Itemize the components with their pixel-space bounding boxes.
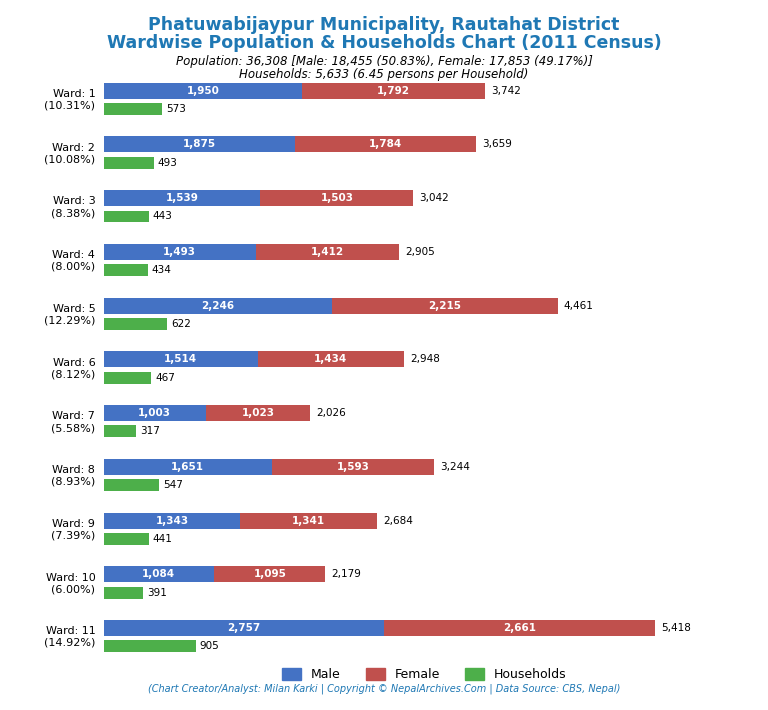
Bar (104, 586, 144, 599)
Bar (104, 351, 258, 367)
Text: 1,003: 1,003 (138, 408, 171, 418)
Bar (104, 533, 148, 545)
Bar (104, 157, 154, 168)
Bar (104, 318, 167, 330)
Text: 2,246: 2,246 (201, 300, 234, 311)
Bar (104, 567, 214, 582)
Bar (256, 244, 399, 260)
Text: 443: 443 (153, 212, 173, 222)
Text: 1,593: 1,593 (336, 462, 369, 472)
Text: 1,493: 1,493 (163, 247, 196, 257)
Text: 1,875: 1,875 (183, 139, 216, 149)
Bar (104, 372, 151, 383)
Bar (104, 103, 162, 115)
Text: 905: 905 (200, 641, 220, 651)
Bar (104, 425, 136, 437)
Text: 1,651: 1,651 (171, 462, 204, 472)
Text: 1,514: 1,514 (164, 354, 197, 364)
Text: 5,418: 5,418 (661, 623, 691, 633)
Text: 441: 441 (153, 534, 173, 544)
Text: Wardwise Population & Households Chart (2011 Census): Wardwise Population & Households Chart (… (107, 34, 661, 52)
Text: Population: 36,308 [Male: 18,455 (50.83%), Female: 17,853 (49.17%)]: Population: 36,308 [Male: 18,455 (50.83%… (176, 55, 592, 68)
Text: 2,905: 2,905 (406, 247, 435, 257)
Text: 3,742: 3,742 (491, 86, 521, 96)
Text: 1,343: 1,343 (155, 515, 189, 525)
Bar (333, 297, 558, 314)
Bar (295, 136, 476, 153)
Bar (104, 620, 384, 636)
Bar (206, 405, 310, 421)
Text: 1,084: 1,084 (142, 569, 175, 579)
Text: 2,757: 2,757 (227, 623, 260, 633)
Text: 2,026: 2,026 (316, 408, 346, 418)
Bar (104, 513, 240, 529)
Text: 1,539: 1,539 (166, 193, 198, 203)
Text: 2,179: 2,179 (332, 569, 362, 579)
Text: 493: 493 (158, 158, 178, 168)
Text: (Chart Creator/Analyst: Milan Karki | Copyright © NepalArchives.Com | Data Sourc: (Chart Creator/Analyst: Milan Karki | Co… (147, 684, 621, 694)
Legend: Male, Female, Households: Male, Female, Households (277, 663, 571, 687)
Text: 3,659: 3,659 (482, 139, 512, 149)
Bar (272, 459, 434, 475)
Text: 1,503: 1,503 (320, 193, 353, 203)
Bar (104, 264, 148, 276)
Text: 622: 622 (171, 319, 191, 329)
Text: 1,023: 1,023 (241, 408, 274, 418)
Text: Phatuwabijaypur Municipality, Rautahat District: Phatuwabijaypur Municipality, Rautahat D… (148, 16, 620, 33)
Text: 434: 434 (152, 265, 172, 275)
Bar (104, 190, 260, 206)
Text: 3,042: 3,042 (419, 193, 449, 203)
Text: 2,215: 2,215 (429, 300, 462, 311)
Text: 2,684: 2,684 (383, 515, 413, 525)
Text: 1,095: 1,095 (253, 569, 286, 579)
Text: 317: 317 (140, 427, 160, 437)
Bar (104, 479, 159, 491)
Bar (384, 620, 655, 636)
Bar (240, 513, 377, 529)
Text: 391: 391 (147, 588, 167, 598)
Bar (214, 567, 326, 582)
Bar (104, 210, 149, 222)
Bar (104, 459, 272, 475)
Text: 1,792: 1,792 (377, 86, 410, 96)
Bar (104, 640, 196, 652)
Text: 1,784: 1,784 (369, 139, 402, 149)
Bar (258, 351, 404, 367)
Text: 573: 573 (166, 104, 186, 114)
Bar (104, 405, 206, 421)
Text: 1,434: 1,434 (314, 354, 347, 364)
Text: 547: 547 (164, 480, 184, 490)
Text: 1,950: 1,950 (187, 86, 220, 96)
Text: Households: 5,633 (6.45 persons per Household): Households: 5,633 (6.45 persons per Hous… (240, 68, 528, 81)
Text: 4,461: 4,461 (564, 300, 594, 311)
Bar (302, 82, 485, 99)
Text: 2,661: 2,661 (503, 623, 536, 633)
Bar (104, 297, 333, 314)
Bar (104, 244, 256, 260)
Text: 2,948: 2,948 (410, 354, 440, 364)
Bar (260, 190, 413, 206)
Text: 1,412: 1,412 (311, 247, 344, 257)
Text: 467: 467 (155, 373, 175, 383)
Text: 3,244: 3,244 (440, 462, 470, 472)
Text: 1,341: 1,341 (292, 515, 325, 525)
Bar (104, 82, 302, 99)
Bar (104, 136, 295, 153)
